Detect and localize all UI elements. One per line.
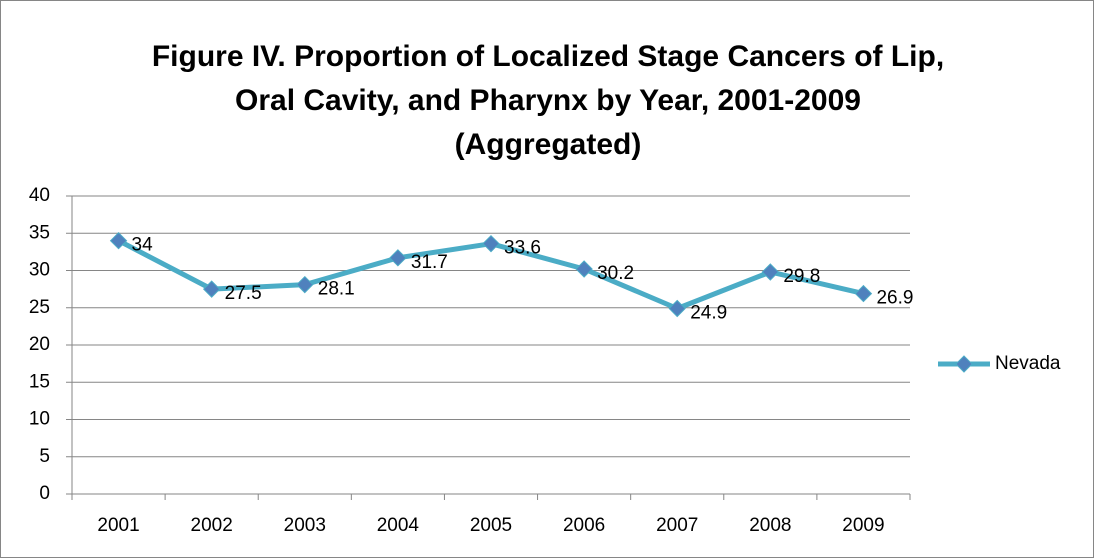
data-label: 29.8 [783, 266, 820, 287]
marker [389, 249, 407, 267]
chart-title: Figure IV. Proportion of Localized Stage… [152, 40, 944, 73]
y-tick-label: 10 [29, 409, 50, 430]
marker [109, 231, 128, 250]
marker [202, 280, 221, 298]
marker [854, 284, 873, 303]
marker [296, 275, 314, 294]
y-tick-label: 20 [29, 334, 50, 355]
y-tick-label: 30 [29, 260, 50, 281]
x-tick-label: 2008 [749, 515, 791, 536]
legend-marker [955, 355, 973, 373]
legend-label: Nevada [995, 353, 1061, 374]
data-label: 27.5 [225, 283, 262, 304]
y-tick-label: 25 [29, 297, 50, 318]
x-tick-label: 2002 [191, 515, 233, 536]
marker [668, 299, 686, 318]
x-tick-label: 2007 [656, 515, 698, 536]
chart-title: Oral Cavity, and Pharynx by Year, 2001-2… [235, 84, 861, 117]
y-tick-label: 35 [29, 222, 50, 243]
y-tick-label: 0 [39, 483, 50, 504]
data-label: 24.9 [690, 303, 727, 324]
x-tick-label: 2001 [97, 515, 139, 536]
data-label: 33.6 [504, 238, 541, 259]
y-tick-label: 5 [39, 446, 50, 467]
marker [575, 260, 593, 278]
y-tick-label: 15 [29, 371, 50, 392]
data-label: 30.2 [597, 263, 634, 284]
y-tick-label: 40 [29, 185, 50, 206]
x-tick-label: 2003 [284, 515, 326, 536]
x-tick-label: 2006 [563, 515, 605, 536]
data-label: 31.7 [411, 252, 448, 273]
chart-title: (Aggregated) [455, 128, 642, 161]
marker [761, 263, 780, 281]
x-tick-label: 2005 [470, 515, 512, 536]
data-label: 28.1 [318, 279, 355, 300]
data-label: 26.9 [876, 288, 913, 309]
x-tick-label: 2009 [842, 515, 884, 536]
data-label: 34 [132, 235, 154, 256]
x-tick-label: 2004 [377, 515, 420, 536]
marker [482, 234, 500, 253]
